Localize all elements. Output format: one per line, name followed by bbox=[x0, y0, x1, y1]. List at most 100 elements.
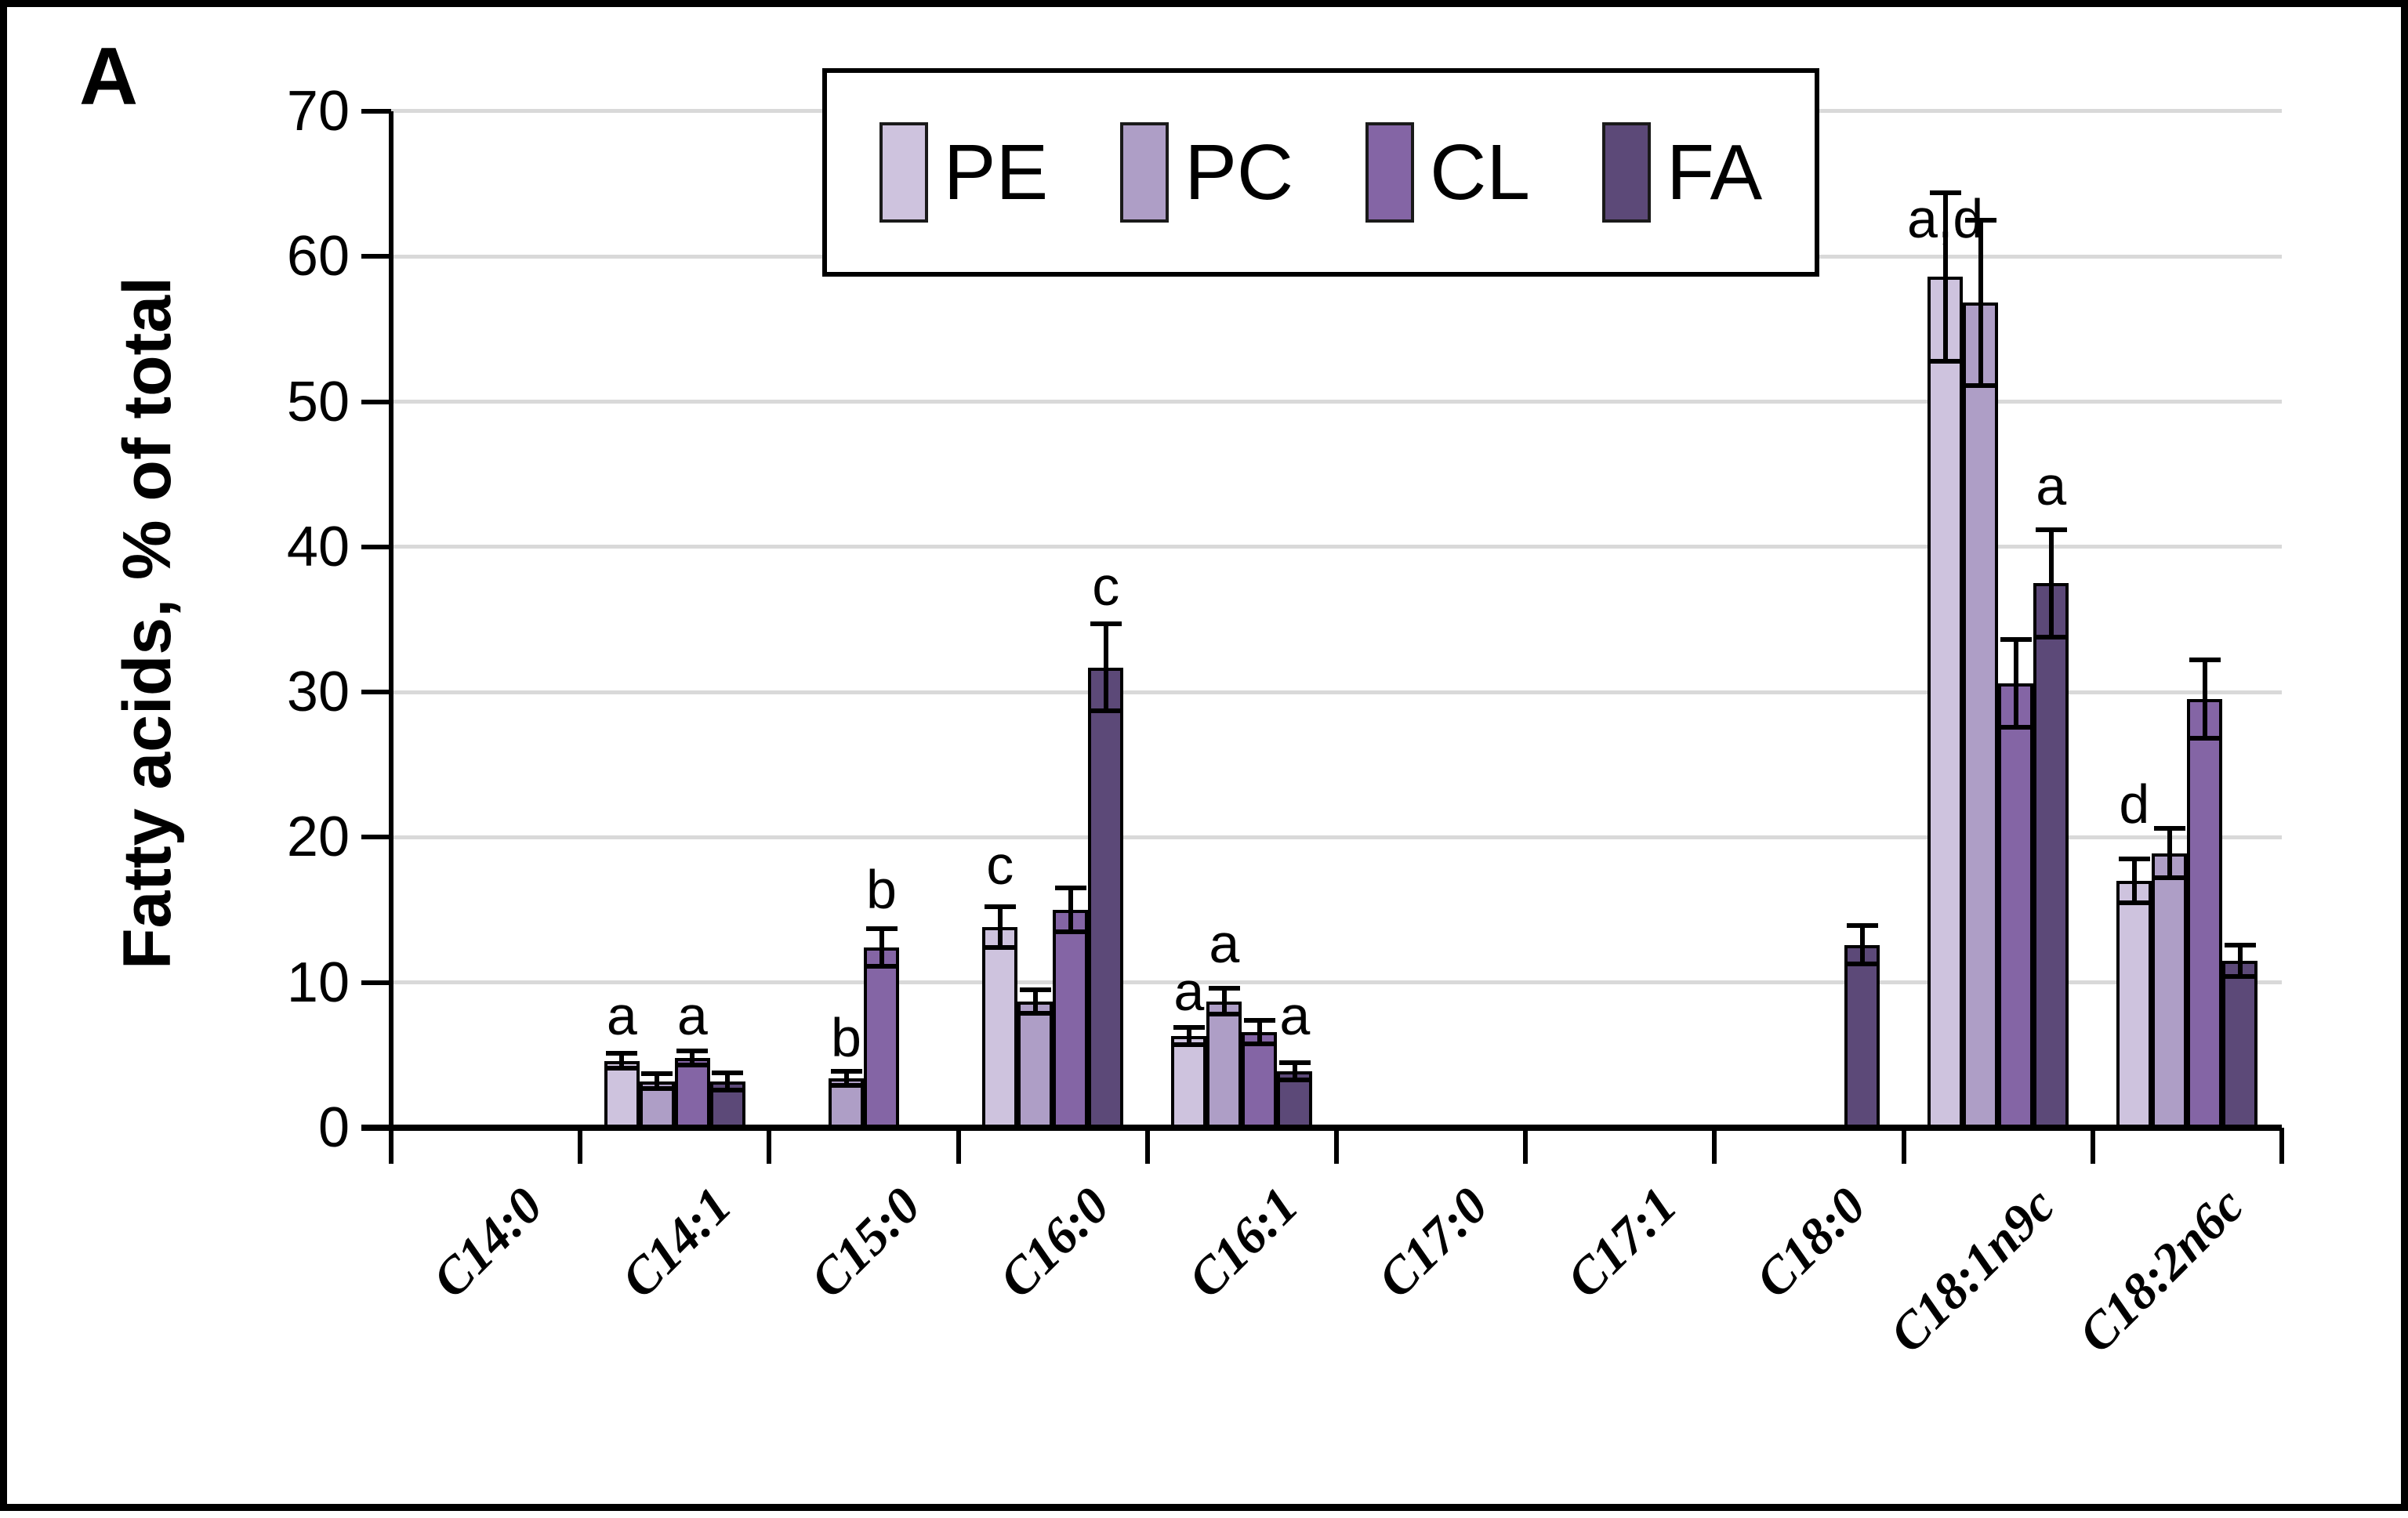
error-bar-cap bbox=[830, 1083, 862, 1089]
error-bar-cap bbox=[984, 904, 1016, 910]
error-bar bbox=[2167, 828, 2172, 879]
error-bar-cap bbox=[865, 926, 898, 932]
bar-PE-C18:2n6c bbox=[2116, 880, 2152, 1128]
error-bar-cap bbox=[1019, 1010, 1051, 1016]
error-bar-cap bbox=[2153, 826, 2185, 831]
error-bar-cap bbox=[2153, 875, 2185, 881]
x-axis-tick bbox=[1144, 1128, 1150, 1164]
error-bar-cap bbox=[1090, 621, 1122, 626]
x-axis-tick bbox=[578, 1128, 583, 1164]
error-bar-cap bbox=[2000, 724, 2032, 730]
error-bar bbox=[1942, 192, 1948, 361]
error-bar-cap bbox=[2118, 900, 2150, 905]
x-axis-label: C16:1 bbox=[1177, 1176, 1310, 1309]
error-bar-cap bbox=[984, 945, 1016, 951]
error-bar bbox=[1221, 988, 1227, 1015]
gridline bbox=[391, 835, 2282, 839]
error-bar-cap bbox=[1173, 1025, 1205, 1031]
error-bar-cap bbox=[1929, 190, 1961, 195]
error-bar bbox=[2237, 944, 2243, 977]
significance-letter: a bbox=[1279, 985, 1311, 1047]
x-axis-label: C15:0 bbox=[800, 1176, 932, 1309]
legend-swatch-PC bbox=[1120, 122, 1170, 223]
error-bar-cap bbox=[641, 1071, 673, 1077]
bar-PE-C16:1 bbox=[1171, 1036, 1207, 1128]
significance-letter: a bbox=[1209, 912, 1240, 974]
legend-label: PC bbox=[1184, 129, 1294, 216]
error-bar bbox=[725, 1072, 731, 1090]
x-axis-tick bbox=[1523, 1128, 1529, 1164]
error-bar bbox=[2048, 529, 2054, 637]
bar-PC-C16:0 bbox=[1017, 1001, 1054, 1128]
error-bar-cap bbox=[2000, 637, 2032, 643]
error-bar-cap bbox=[2189, 658, 2221, 663]
error-bar bbox=[1292, 1062, 1297, 1080]
bar-CL-C18:1n9c bbox=[1998, 683, 2034, 1128]
x-axis-tick bbox=[2090, 1128, 2095, 1164]
error-bar-cap bbox=[676, 1063, 709, 1068]
significance-letter: c bbox=[986, 834, 1014, 896]
bar-FA-C18:2n6c bbox=[2222, 960, 2258, 1128]
legend-item-CL: CL bbox=[1365, 122, 1530, 223]
x-axis-tick bbox=[1334, 1128, 1339, 1164]
y-axis-tick bbox=[361, 835, 391, 840]
x-axis-tick bbox=[956, 1128, 961, 1164]
error-bar-cap bbox=[1208, 1012, 1240, 1017]
significance-letter: b bbox=[866, 859, 897, 921]
legend-item-PE: PE bbox=[879, 122, 1048, 223]
legend-swatch-PE bbox=[879, 122, 928, 223]
x-axis-label: C14:1 bbox=[610, 1176, 743, 1309]
bar-CL-C15:0 bbox=[864, 947, 899, 1128]
error-bar-cap bbox=[1964, 217, 1996, 223]
error-bar-cap bbox=[1173, 1042, 1205, 1048]
significance-letter: b bbox=[831, 1007, 861, 1069]
legend: PE PC CL FA bbox=[822, 68, 1819, 277]
significance-letter: a bbox=[1173, 960, 1205, 1022]
bar-PC-C16:1 bbox=[1206, 1001, 1242, 1128]
error-bar-cap bbox=[1929, 358, 1961, 364]
error-bar bbox=[690, 1050, 695, 1066]
bar-CL-C16:0 bbox=[1053, 910, 1089, 1128]
y-axis-tick bbox=[361, 399, 391, 404]
error-bar-cap bbox=[2189, 736, 2221, 741]
error-bar-cap bbox=[606, 1066, 638, 1071]
error-bar bbox=[1859, 926, 1865, 964]
legend-label: PE bbox=[943, 129, 1049, 216]
error-bar bbox=[2013, 639, 2018, 727]
error-bar-cap bbox=[1846, 923, 1878, 929]
error-bar bbox=[2131, 859, 2137, 903]
error-bar bbox=[1068, 888, 1073, 932]
y-tick-label: 0 bbox=[317, 1096, 350, 1159]
significance-letter: d bbox=[2119, 773, 2150, 835]
error-bar bbox=[1257, 1020, 1262, 1044]
bar-PE-C18:1n9c bbox=[1927, 277, 1964, 1128]
bar-PE-C16:0 bbox=[982, 927, 1018, 1128]
error-bar-cap bbox=[1278, 1077, 1311, 1082]
x-axis-label: C16:0 bbox=[988, 1176, 1121, 1309]
legend-swatch-CL bbox=[1365, 122, 1415, 223]
legend-label: CL bbox=[1430, 129, 1530, 216]
y-axis-tick bbox=[361, 108, 391, 114]
bar-PE-C14:1 bbox=[604, 1060, 640, 1128]
error-bar-cap bbox=[676, 1048, 709, 1053]
error-bar-cap bbox=[641, 1085, 673, 1091]
error-bar bbox=[1186, 1027, 1191, 1045]
error-bar-cap bbox=[1090, 708, 1122, 714]
y-tick-label: 40 bbox=[286, 515, 350, 578]
bar-CL-C14:1 bbox=[674, 1058, 710, 1128]
error-bar-cap bbox=[2224, 974, 2256, 980]
bar-CL-C18:2n6c bbox=[2187, 699, 2223, 1128]
error-bar-cap bbox=[1054, 929, 1086, 934]
error-bar-cap bbox=[606, 1051, 638, 1056]
legend-label: FA bbox=[1666, 129, 1763, 216]
y-tick-label: 70 bbox=[286, 79, 350, 143]
x-axis-label: C14:0 bbox=[421, 1176, 553, 1309]
bar-PC-C18:1n9c bbox=[1963, 303, 1999, 1128]
legend-item-FA: FA bbox=[1601, 122, 1763, 223]
error-bar bbox=[879, 929, 884, 967]
error-bar bbox=[619, 1053, 625, 1068]
y-axis-tick bbox=[361, 980, 391, 985]
plot-area: 0 10 20 30 40 50 60 70 C14:0 C14:1 C15:0 C16:0 C16:1… bbox=[7, 7, 2408, 1518]
error-bar-cap bbox=[830, 1068, 862, 1074]
